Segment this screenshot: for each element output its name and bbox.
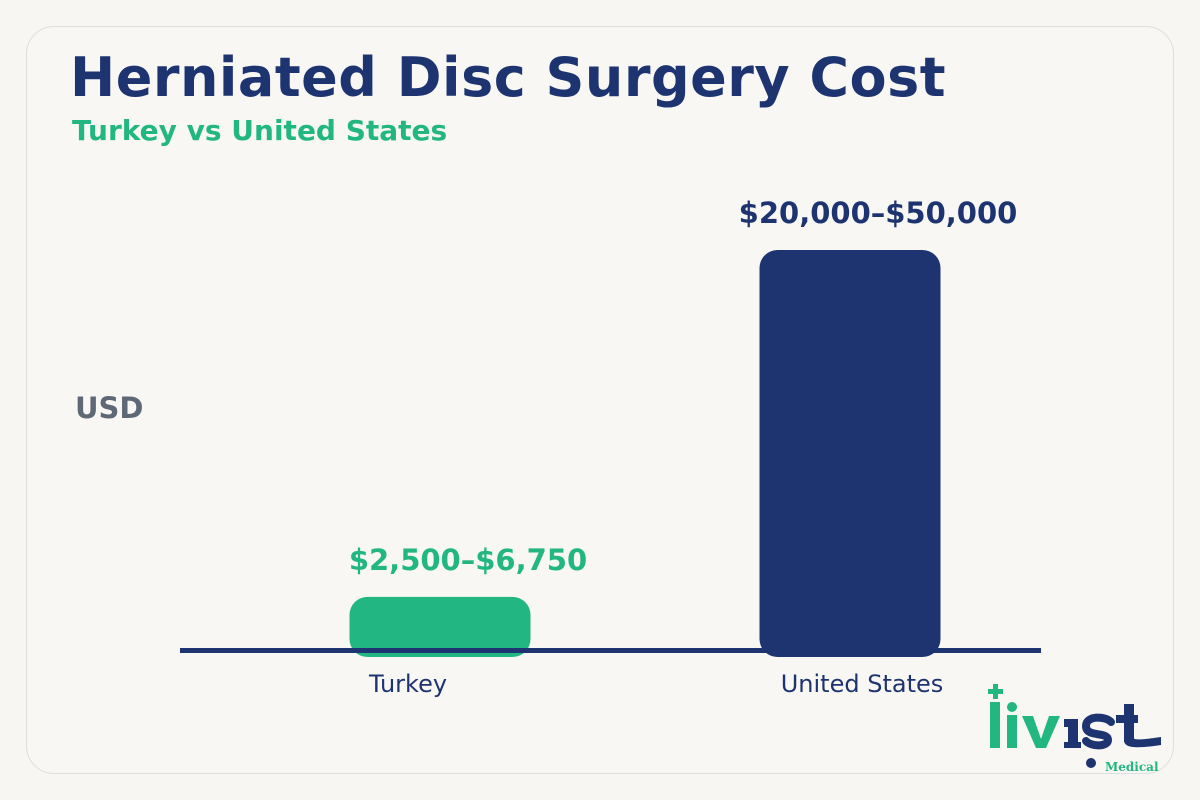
x-tick-label: United States xyxy=(781,670,944,698)
data-label: $20,000–$50,000 xyxy=(739,196,1018,230)
y-axis-label: USD xyxy=(75,391,144,425)
logo-letter xyxy=(1064,742,1081,748)
page-title: Herniated Disc Surgery Cost xyxy=(70,46,947,109)
logo-letter xyxy=(1068,719,1078,748)
data-label: $2,500–$6,750 xyxy=(349,543,587,577)
logo-cross xyxy=(988,689,1003,694)
logo-letter xyxy=(1022,716,1060,748)
x-tick-label: Turkey xyxy=(368,670,447,698)
livist-medical-logo: Medical xyxy=(988,684,1161,774)
logo-letter xyxy=(1116,715,1138,723)
logo-letter xyxy=(1007,715,1017,748)
logo-letter xyxy=(990,702,1000,748)
logo-dot xyxy=(1086,758,1096,768)
logo-letter xyxy=(1124,737,1161,748)
bar xyxy=(759,250,941,657)
logo-letter xyxy=(1081,713,1115,750)
bar xyxy=(349,596,531,657)
page-subtitle: Turkey vs United States xyxy=(72,114,448,147)
x-axis-line xyxy=(180,648,1041,653)
logo-tagline: Medical xyxy=(1105,760,1159,774)
logo-letter xyxy=(1007,702,1017,712)
